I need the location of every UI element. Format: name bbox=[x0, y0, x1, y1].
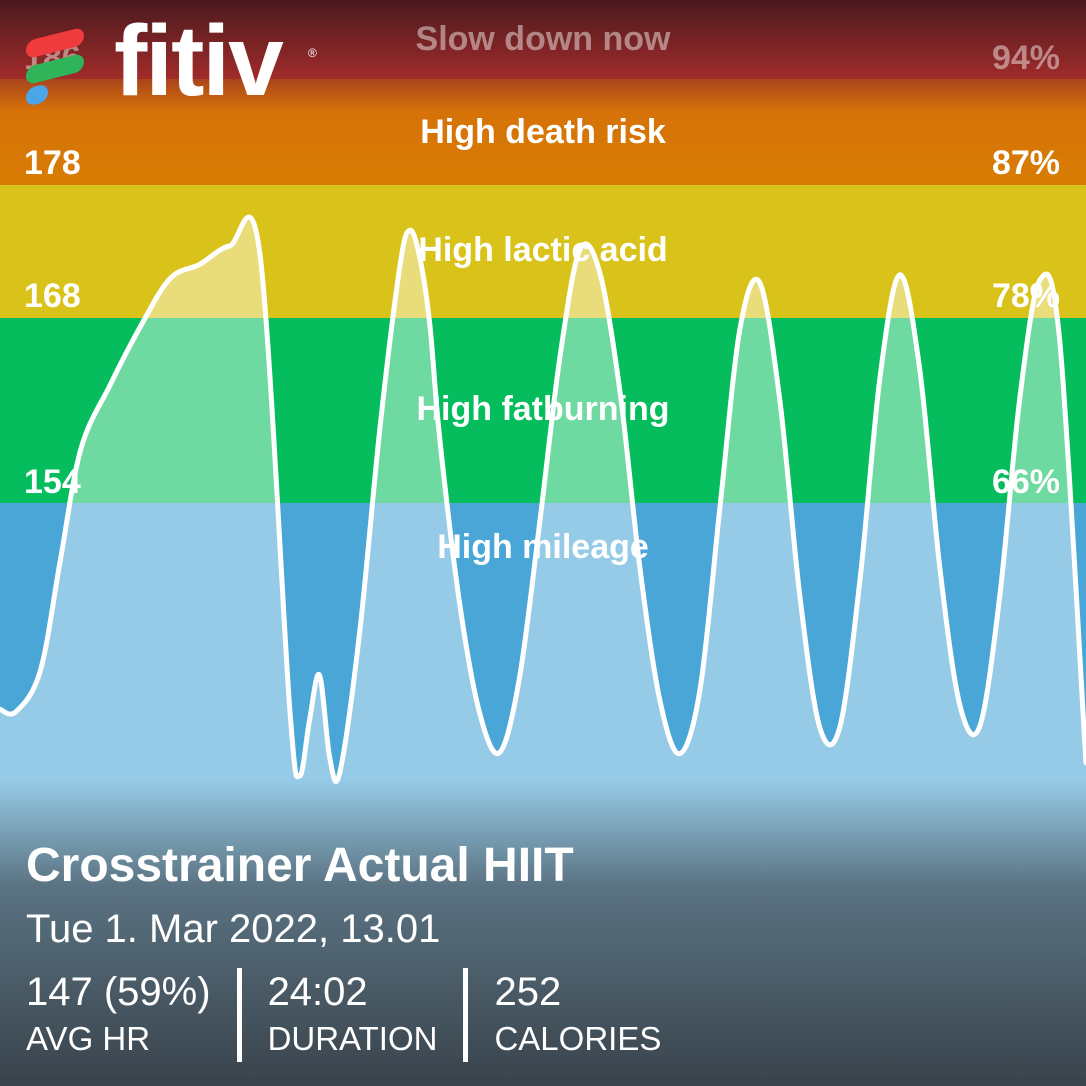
zone-band-red bbox=[0, 0, 1086, 79]
zone-label-blue: High mileage bbox=[0, 528, 1086, 567]
threshold-pct-green: 66% bbox=[992, 463, 1060, 502]
stat-duration-value: 24:02 bbox=[267, 970, 368, 1014]
workout-date: Tue 1. Mar 2022, 13.01 bbox=[26, 907, 441, 951]
stat-duration: 24:02 DURATION bbox=[236, 968, 464, 1062]
logo-registered-mark: ® bbox=[308, 46, 317, 60]
zone-band-green bbox=[0, 318, 1086, 503]
zone-label-yellow: High lactic acid bbox=[418, 231, 668, 269]
zone-label-green: High fatburning bbox=[416, 390, 670, 428]
heart-rate-line bbox=[0, 214, 1086, 784]
stat-avg-hr-value: 147 (59%) bbox=[26, 970, 211, 1014]
threshold-pct-orange: 87% bbox=[991, 144, 1060, 182]
threshold-bpm-yellow: 168 bbox=[24, 277, 81, 315]
workout-summary: Crosstrainer Actual HIIT Tue 1. Mar 2022… bbox=[26, 836, 687, 1062]
threshold-pct-yellow: 78% bbox=[991, 277, 1060, 315]
zone-label-orange: High death risk bbox=[420, 113, 666, 151]
threshold-bpm-orange: 178 bbox=[24, 144, 81, 182]
stat-calories-label: CALORIES bbox=[494, 1020, 662, 1057]
bottom-overlay bbox=[0, 780, 1086, 1086]
stat-calories: 252 CALORIES bbox=[463, 968, 687, 1062]
workout-title: Crosstrainer Actual HIIT bbox=[26, 839, 574, 892]
stat-calories-value: 252 bbox=[494, 970, 562, 1014]
stat-duration-label: DURATION bbox=[267, 1020, 438, 1057]
zone-label-red: Slow down now bbox=[415, 20, 671, 58]
stat-avg-hr-label: AVG HR bbox=[26, 1020, 151, 1057]
threshold-pct-red: 94% bbox=[991, 39, 1060, 77]
zone-band-yellow bbox=[0, 185, 1086, 318]
logo-wordmark: fitiv bbox=[114, 5, 284, 117]
stat-avg-hr: 147 (59%) AVG HR bbox=[26, 968, 237, 1062]
zone-band-orange bbox=[0, 79, 1086, 185]
stats-row: 147 (59%) AVG HR 24:02 DURATION 252 CALO… bbox=[26, 968, 687, 1062]
